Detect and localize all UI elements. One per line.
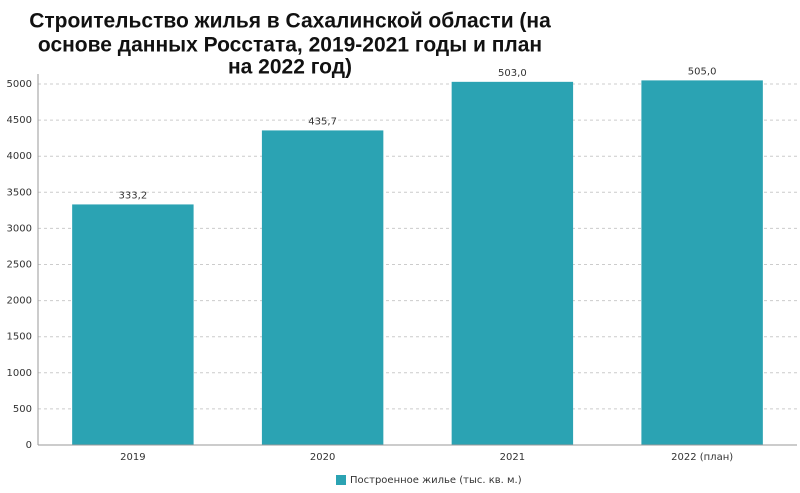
bar	[641, 80, 763, 445]
value-label: 505,0	[688, 66, 717, 77]
y-tick-label: 3500	[7, 187, 32, 198]
bar	[261, 130, 384, 445]
legend-swatch	[336, 475, 346, 485]
bar	[72, 204, 194, 445]
chart-title: Строительство жилья в Сахалинской област…	[29, 10, 551, 33]
chart-title: основе данных Росстата, 2019-2021 годы и…	[38, 34, 542, 57]
y-tick-label: 0	[26, 440, 32, 451]
legend-label: Построенное жилье (тыс. кв. м.)	[350, 475, 522, 486]
chart-title: на 2022 год)	[228, 56, 352, 79]
y-tick-label: 4500	[7, 115, 32, 126]
y-tick-label: 3000	[7, 223, 32, 234]
value-label: 503,0	[498, 68, 527, 79]
value-label: 333,2	[119, 190, 148, 201]
y-tick-label: 500	[13, 404, 32, 415]
x-tick-label: 2020	[310, 452, 335, 463]
bar	[451, 81, 574, 446]
y-tick-label: 4000	[7, 151, 32, 162]
x-tick-label: 2019	[120, 452, 145, 463]
y-tick-label: 1000	[7, 368, 32, 379]
y-tick-label: 2000	[7, 296, 32, 307]
y-tick-label: 2500	[7, 260, 32, 271]
value-label: 435,7	[308, 116, 337, 127]
y-tick-label: 5000	[7, 79, 32, 90]
x-tick-label: 2021	[500, 452, 525, 463]
x-tick-label: 2022 (план)	[671, 452, 733, 463]
y-tick-label: 1500	[7, 332, 32, 343]
